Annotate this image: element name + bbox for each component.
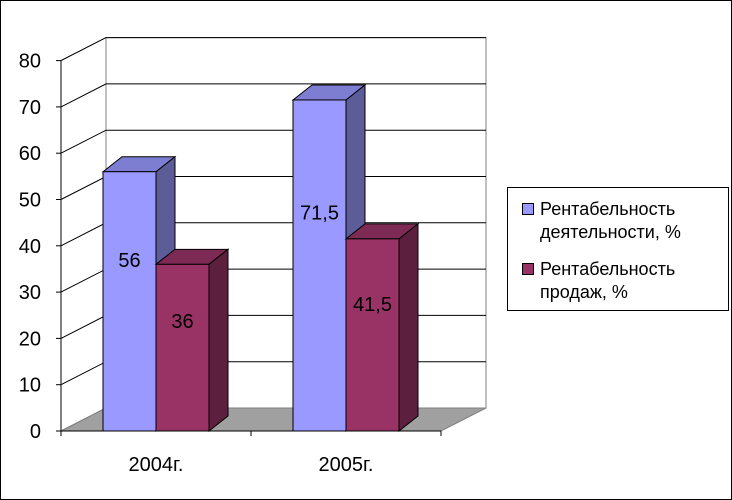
legend-label-series-1: Рентабельность деятельности, % xyxy=(540,199,681,242)
y-tick-label: 70 xyxy=(19,97,41,119)
bar-2-2: 41,5 xyxy=(344,222,420,433)
bars: 56 36 71,5 41,5 xyxy=(101,83,420,433)
data-label: 56 xyxy=(118,250,140,272)
bar-2-1: 36 xyxy=(154,248,230,433)
data-label: 41,5 xyxy=(353,294,392,316)
y-tick-label: 80 xyxy=(19,51,41,73)
y-tick-label: 60 xyxy=(19,143,41,165)
y-axis-ticks: 0 10 20 30 40 50 60 70 80 xyxy=(19,51,62,443)
y-tick-label: 50 xyxy=(19,190,41,212)
y-tick-label: 0 xyxy=(30,421,41,443)
x-category-label: 2005г. xyxy=(319,454,374,476)
bar-side xyxy=(398,222,419,433)
bar-1-2: 71,5 xyxy=(291,83,367,433)
y-tick-label: 30 xyxy=(19,282,41,304)
y-tick-label: 10 xyxy=(19,375,41,397)
bar-front xyxy=(292,99,347,432)
bar-front xyxy=(102,171,157,432)
gridline xyxy=(60,83,486,108)
bar-front xyxy=(345,238,400,432)
data-label: 71,5 xyxy=(300,203,339,225)
y-tick-label: 40 xyxy=(19,236,41,258)
legend-swatch-series-2 xyxy=(522,263,534,275)
legend: Рентабельность деятельности, % Рентабель… xyxy=(507,187,729,311)
x-category-label: 2004г. xyxy=(129,454,184,476)
data-label: 36 xyxy=(171,311,193,333)
bar-front xyxy=(155,263,210,432)
x-axis-ticks: 2004г. 2005г. xyxy=(60,430,442,476)
y-tick-label: 20 xyxy=(19,328,41,350)
legend-label-series-2: Рентабельность продаж, % xyxy=(540,259,676,302)
gridline xyxy=(60,37,486,62)
legend-swatch-series-1 xyxy=(522,203,534,215)
bar-side xyxy=(208,248,229,433)
